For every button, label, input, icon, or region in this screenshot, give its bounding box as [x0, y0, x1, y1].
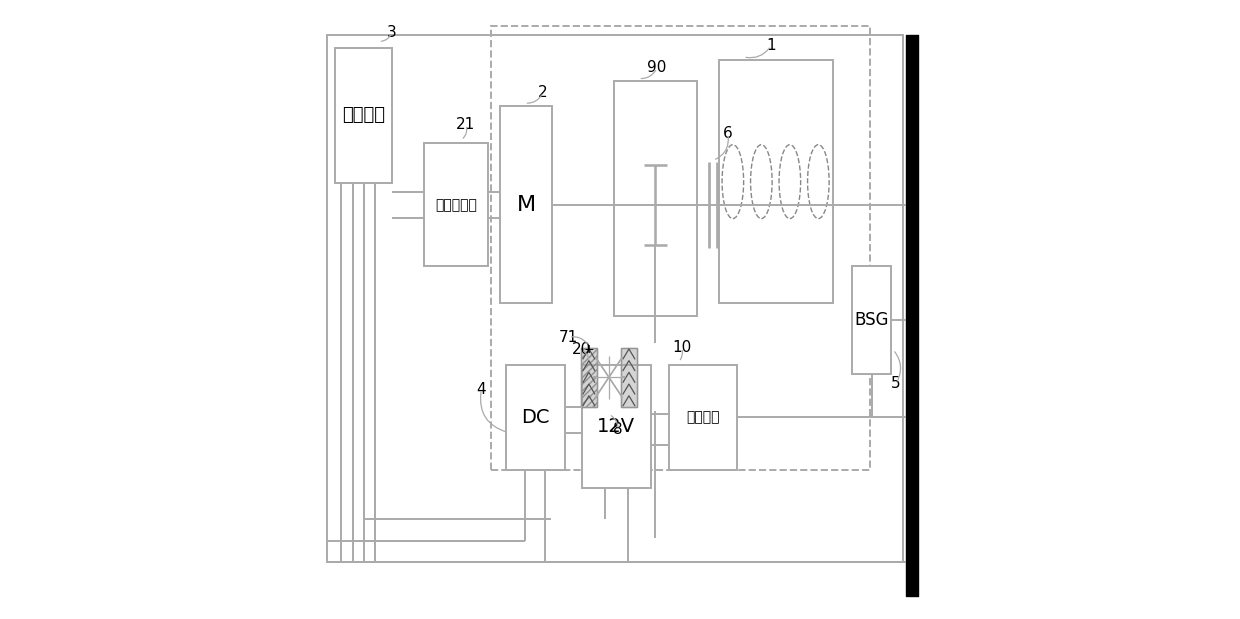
Ellipse shape	[750, 145, 773, 219]
Text: 8: 8	[614, 422, 622, 437]
Polygon shape	[582, 348, 596, 407]
Text: 动力电池: 动力电池	[342, 106, 386, 124]
Text: 71: 71	[559, 330, 579, 345]
Text: 第二控制器: 第二控制器	[435, 197, 476, 212]
Bar	[424, 143, 487, 266]
Bar	[621, 348, 636, 407]
Text: M: M	[517, 195, 536, 215]
Text: 4: 4	[476, 382, 486, 397]
Bar	[852, 266, 892, 374]
Text: 10: 10	[672, 340, 691, 355]
Polygon shape	[621, 348, 636, 407]
Text: 6: 6	[723, 126, 733, 141]
Text: 90: 90	[647, 61, 667, 76]
Text: DC: DC	[521, 408, 549, 427]
Bar	[582, 348, 596, 407]
Bar	[491, 26, 869, 470]
Text: +: +	[584, 343, 594, 356]
Ellipse shape	[779, 145, 801, 219]
Bar	[506, 365, 564, 470]
Bar	[500, 106, 552, 303]
Text: 低压电器: 低压电器	[687, 410, 720, 425]
Bar	[335, 48, 392, 183]
Bar	[614, 82, 697, 316]
Text: 1: 1	[766, 38, 776, 53]
Ellipse shape	[722, 145, 744, 219]
Text: BSG: BSG	[854, 311, 889, 329]
Bar	[670, 365, 737, 470]
Text: 2: 2	[538, 85, 548, 100]
Ellipse shape	[807, 145, 830, 219]
Text: 20: 20	[572, 342, 590, 357]
Text: 12V: 12V	[598, 417, 635, 436]
Bar	[327, 35, 904, 562]
Bar	[719, 60, 832, 303]
Text: 5: 5	[892, 376, 901, 391]
Text: 3: 3	[387, 25, 397, 40]
Text: 21: 21	[456, 117, 476, 132]
Bar	[582, 365, 651, 488]
